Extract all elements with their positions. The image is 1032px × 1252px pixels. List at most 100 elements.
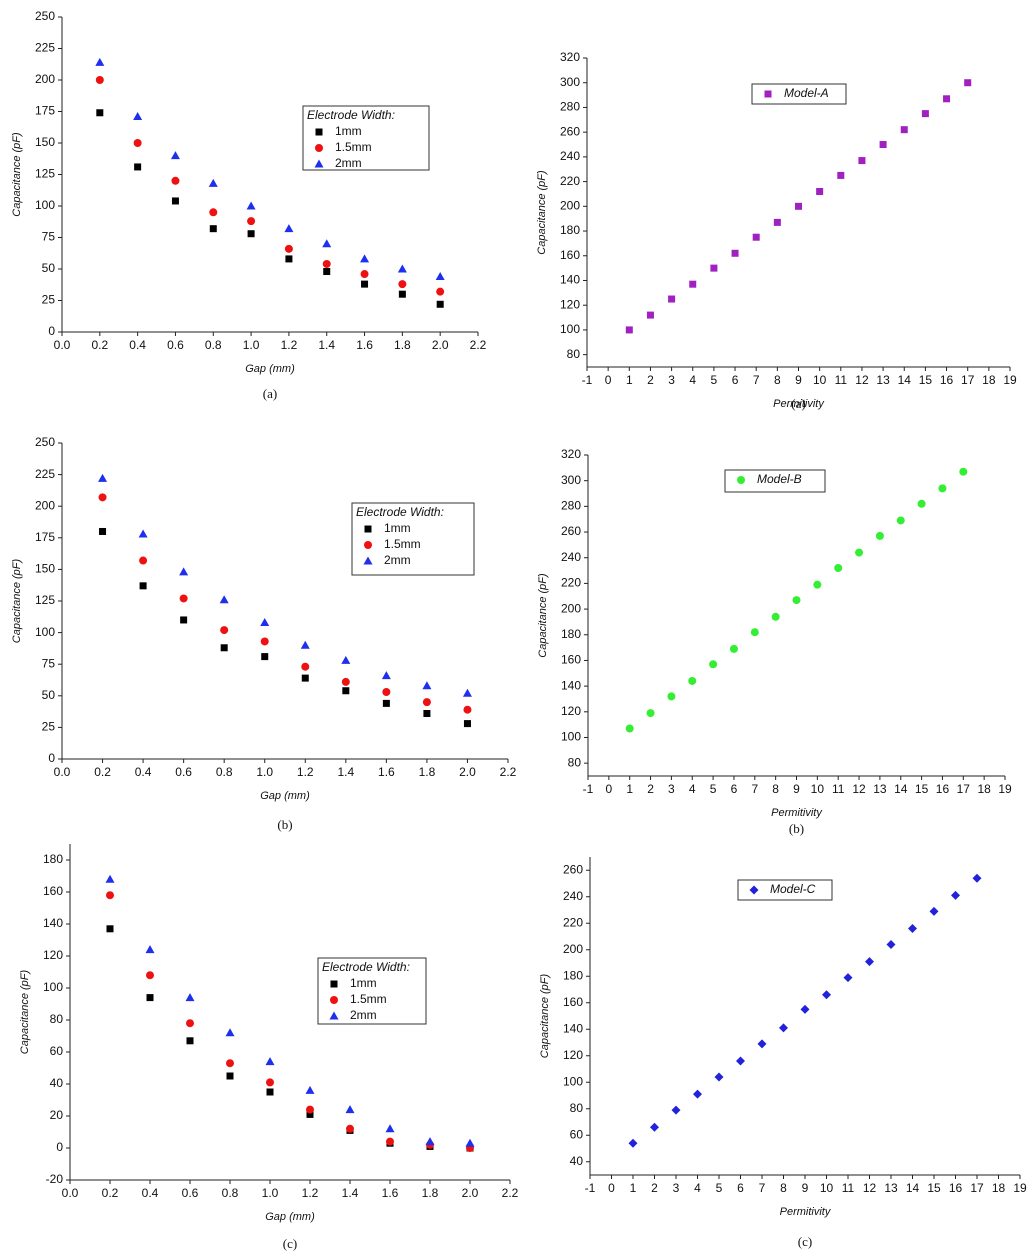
x-axis-label: Gap (mm) <box>265 1211 315 1223</box>
x-tick-label: 0.6 <box>167 338 184 352</box>
y-tick-label: 75 <box>42 656 56 670</box>
x-tick-label: 0.4 <box>142 1186 159 1200</box>
y-tick-label: 100 <box>35 198 55 212</box>
marker <box>875 531 884 540</box>
marker <box>896 516 905 525</box>
legend-title: Electrode Width: <box>322 960 410 974</box>
marker <box>865 957 874 967</box>
marker <box>247 217 256 226</box>
x-tick-label: 7 <box>753 373 760 387</box>
x-tick-label: 13 <box>873 782 887 796</box>
marker <box>816 187 824 195</box>
x-tick-label: 14 <box>906 1181 920 1195</box>
x-axis-label: Permitivity <box>771 807 823 819</box>
y-axis-label: Capacitance (pF) <box>539 973 551 1058</box>
x-tick-label: 0.4 <box>129 338 146 352</box>
marker <box>105 874 115 883</box>
marker <box>139 582 147 590</box>
y-tick-label: 280 <box>561 499 581 513</box>
marker <box>360 270 369 279</box>
x-tick-label: 1.8 <box>394 338 411 352</box>
marker <box>886 939 896 949</box>
marker <box>146 994 154 1002</box>
marker <box>146 971 154 980</box>
marker <box>284 244 293 253</box>
legend-label: 1.5mm <box>335 140 372 154</box>
legend-label: 2mm <box>335 156 362 170</box>
marker <box>342 687 350 695</box>
x-tick-label: 5 <box>716 1181 723 1195</box>
marker <box>771 612 780 621</box>
x-tick-label: 1.8 <box>422 1186 439 1200</box>
x-tick-label: 16 <box>936 782 950 796</box>
x-tick-label: 17 <box>970 1181 984 1195</box>
x-tick-label: 5 <box>710 782 717 796</box>
x-tick-label: 0.8 <box>205 338 222 352</box>
x-tick-label: 0.4 <box>135 765 152 779</box>
y-tick-label: 220 <box>560 174 580 188</box>
marker <box>266 1078 274 1087</box>
y-tick-label: 125 <box>35 593 55 607</box>
marker <box>813 580 822 589</box>
y-tick-label: 240 <box>563 889 583 903</box>
marker <box>145 945 155 954</box>
x-axis-label: Permitivity <box>780 1206 832 1218</box>
x-tick-label: 1.4 <box>337 765 354 779</box>
y-tick-label: 220 <box>563 915 583 929</box>
marker <box>330 980 338 988</box>
marker <box>764 90 772 98</box>
x-tick-label: 6 <box>732 373 739 387</box>
x-tick-label: 0.2 <box>91 338 108 352</box>
y-tick-label: 140 <box>563 1021 583 1035</box>
x-tick-label: -1 <box>582 373 593 387</box>
marker <box>285 255 293 263</box>
x-tick-label: 3 <box>668 373 675 387</box>
legend-title: Electrode Width: <box>307 108 395 122</box>
y-tick-label: -20 <box>46 1172 64 1186</box>
x-tick-label: 15 <box>919 373 933 387</box>
x-tick-label: 1.0 <box>243 338 260 352</box>
legend-label: 1mm <box>350 976 377 990</box>
x-tick-label: 9 <box>802 1181 809 1195</box>
marker <box>225 1028 235 1037</box>
x-tick-label: 2.2 <box>470 338 487 352</box>
marker <box>382 688 391 697</box>
marker <box>139 556 148 565</box>
y-tick-label: 40 <box>50 1076 64 1090</box>
y-tick-label: 200 <box>35 72 55 86</box>
marker <box>667 692 676 701</box>
y-tick-label: 240 <box>560 149 580 163</box>
x-tick-label: 0.2 <box>94 765 111 779</box>
chart-panel: 80100120140160180200220240260280300320-1… <box>536 50 1017 411</box>
x-tick-label: 14 <box>898 373 912 387</box>
x-tick-label: 2 <box>647 373 654 387</box>
y-tick-label: 100 <box>35 625 55 639</box>
y-tick-label: 120 <box>563 1048 583 1062</box>
x-tick-label: 2 <box>651 1181 658 1195</box>
y-tick-label: 160 <box>561 653 581 667</box>
y-tick-label: 300 <box>561 473 581 487</box>
x-tick-label: 13 <box>876 373 890 387</box>
marker <box>749 885 759 895</box>
legend-label: 1.5mm <box>350 992 387 1006</box>
y-tick-label: 100 <box>563 1074 583 1088</box>
y-tick-label: 175 <box>35 530 55 544</box>
y-tick-label: 225 <box>35 41 55 55</box>
y-tick-label: 200 <box>563 942 583 956</box>
x-tick-label: 14 <box>894 782 908 796</box>
y-tick-label: 240 <box>561 550 581 564</box>
y-tick-label: 80 <box>568 755 582 769</box>
marker <box>266 1088 274 1096</box>
y-axis-label: Capacitance (pF) <box>536 170 548 255</box>
chart-panel: 0 25 50 75 100 125 150 175 200 225 250 0.0 0.2 0.4 0.6… <box>11 9 487 401</box>
x-tick-label: 10 <box>811 782 825 796</box>
marker <box>98 473 108 482</box>
x-tick-label: 1.0 <box>262 1186 279 1200</box>
x-tick-label: 0.0 <box>62 1186 79 1200</box>
marker <box>305 1085 315 1094</box>
x-tick-label: 2.2 <box>500 765 517 779</box>
y-tick-label: 200 <box>561 601 581 615</box>
marker <box>822 990 831 1000</box>
marker <box>757 1039 767 1049</box>
marker <box>750 628 759 637</box>
